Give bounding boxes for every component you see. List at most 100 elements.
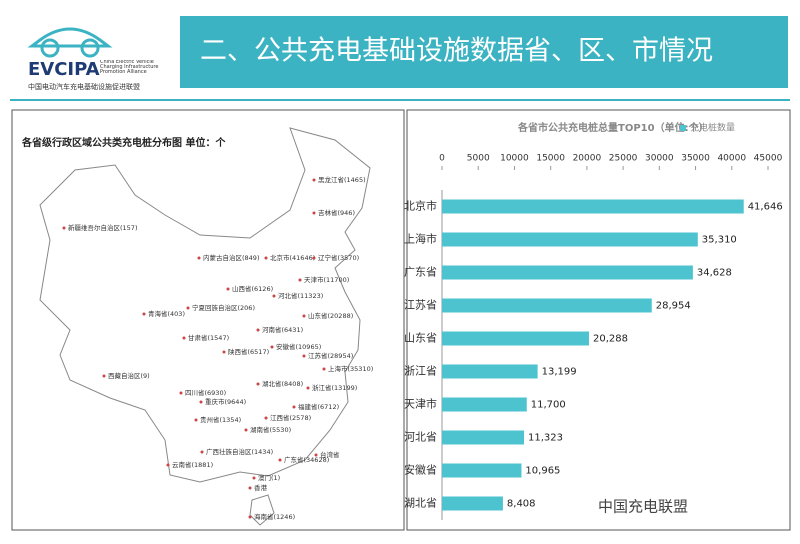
bar	[442, 463, 522, 478]
logo: EVCIPA China Electric Vehicle Charging I…	[27, 27, 158, 91]
logo-car	[27, 27, 113, 48]
map-dot	[222, 350, 226, 354]
x-tick-label: 30000	[645, 154, 674, 164]
map-dot	[182, 336, 186, 340]
value-label: 20,288	[593, 334, 628, 345]
map-dot	[312, 256, 316, 260]
map-label: 澳门(1)	[258, 473, 280, 482]
map-label: 北京市(41646)	[270, 253, 315, 262]
logo-text: EVCIPA	[28, 59, 100, 80]
map-dot	[312, 178, 316, 182]
map-label: 云南省(1881)	[172, 460, 213, 469]
map-dot	[314, 453, 318, 457]
map-dot	[256, 382, 260, 386]
y-tick-label: 湖北省	[404, 497, 437, 510]
legend-label: 充电桩数量	[690, 122, 735, 134]
map-label: 广西壮族自治区(1434)	[206, 447, 273, 456]
y-tick-label: 天津市	[404, 397, 437, 411]
watermark: 中国充电联盟	[598, 498, 688, 516]
title-banner	[180, 16, 788, 88]
map-label: 辽宁省(3570)	[318, 253, 359, 262]
bar	[442, 265, 693, 280]
map-dot	[272, 294, 276, 298]
bar	[442, 232, 698, 247]
map-dot	[298, 278, 302, 282]
value-label: 11,700	[531, 400, 566, 411]
x-tick-label: 25000	[609, 154, 638, 164]
map-label: 河南省(6431)	[262, 325, 303, 334]
map-dot	[102, 374, 106, 378]
map-dot	[142, 312, 146, 316]
bar	[442, 397, 527, 412]
y-tick-label: 山东省	[404, 332, 437, 345]
map-label: 四川省(6930)	[185, 388, 226, 397]
map-label: 江西省(2578)	[270, 413, 311, 422]
value-label: 41,646	[748, 202, 783, 213]
x-tick-label: 0	[439, 154, 445, 164]
map-label: 吉林省(946)	[318, 208, 355, 217]
map-label: 台湾省	[320, 450, 340, 459]
map-label: 宁夏回族自治区(206)	[192, 303, 255, 312]
logo-cn: 中国电动汽车充电基础设施促进联盟	[28, 82, 140, 91]
map-dot	[200, 450, 204, 454]
x-tick-label: 10000	[500, 154, 529, 164]
map-dot	[312, 211, 316, 215]
map-label: 香港	[254, 483, 268, 492]
china-map	[39, 127, 371, 526]
map-label: 安徽省(10965)	[276, 342, 321, 351]
bar	[442, 199, 744, 214]
map-dot	[248, 486, 252, 490]
chart-panel	[406, 109, 791, 531]
map-label: 新疆维吾尔自治区(157)	[68, 223, 137, 232]
map-dot	[302, 354, 306, 358]
map-dot	[248, 515, 252, 519]
value-label: 10,965	[525, 466, 560, 477]
y-tick-label: 浙江省	[404, 365, 437, 378]
map-dot	[270, 345, 274, 349]
x-tick-label: 15000	[536, 154, 565, 164]
value-label: 34,628	[697, 268, 732, 279]
bar	[442, 331, 589, 346]
y-tick-label: 安徽省	[404, 463, 437, 477]
map-label: 山东省(20288)	[308, 311, 353, 320]
x-tick-label: 35000	[681, 154, 710, 164]
map-dot	[264, 416, 268, 420]
bar	[442, 496, 503, 511]
map-label: 青海省(403)	[148, 309, 185, 318]
logo-en-box: China Electric Vehicle Charging Infrastr…	[100, 60, 158, 75]
slide-title: 二、公共充电基础设施数据省、区、市情况	[200, 36, 713, 67]
y-tick-label: 广东省	[404, 266, 437, 279]
map-dot	[306, 386, 310, 390]
map-dot	[186, 306, 190, 310]
map-dot	[302, 314, 306, 318]
map-label: 山西省(6126)	[232, 284, 273, 293]
map-label: 海南省(1246)	[254, 512, 295, 521]
map-dot	[194, 418, 198, 422]
map-dot	[256, 328, 260, 332]
bar	[442, 430, 525, 445]
y-tick-label: 江苏省	[404, 299, 437, 312]
map-dot	[322, 367, 326, 371]
value-label: 11,323	[528, 433, 563, 444]
bar	[442, 298, 652, 313]
map-dot	[292, 405, 296, 409]
map-label: 黑龙江省(1465)	[318, 175, 366, 184]
map-dot	[197, 256, 201, 260]
map-dot	[264, 256, 268, 260]
map-dot	[62, 226, 66, 230]
legend-swatch	[680, 125, 686, 131]
map-label: 河北省(11323)	[278, 291, 323, 300]
map-label: 重庆市(9644)	[205, 397, 246, 406]
map-dot	[252, 476, 256, 480]
logo-wheel	[80, 38, 100, 58]
map-label: 天津市(11700)	[304, 275, 349, 284]
x-tick-label: 5000	[467, 154, 490, 164]
map-label: 陕西省(6517)	[228, 347, 269, 356]
map-label: 西藏自治区(9)	[108, 371, 150, 380]
bar	[442, 364, 538, 379]
map-label: 江苏省(28954)	[308, 351, 353, 360]
y-tick-label: 河北省	[404, 431, 437, 444]
map-label: 浙江省(13199)	[312, 383, 357, 392]
value-label: 13,199	[542, 367, 577, 378]
map-dot	[166, 463, 170, 467]
